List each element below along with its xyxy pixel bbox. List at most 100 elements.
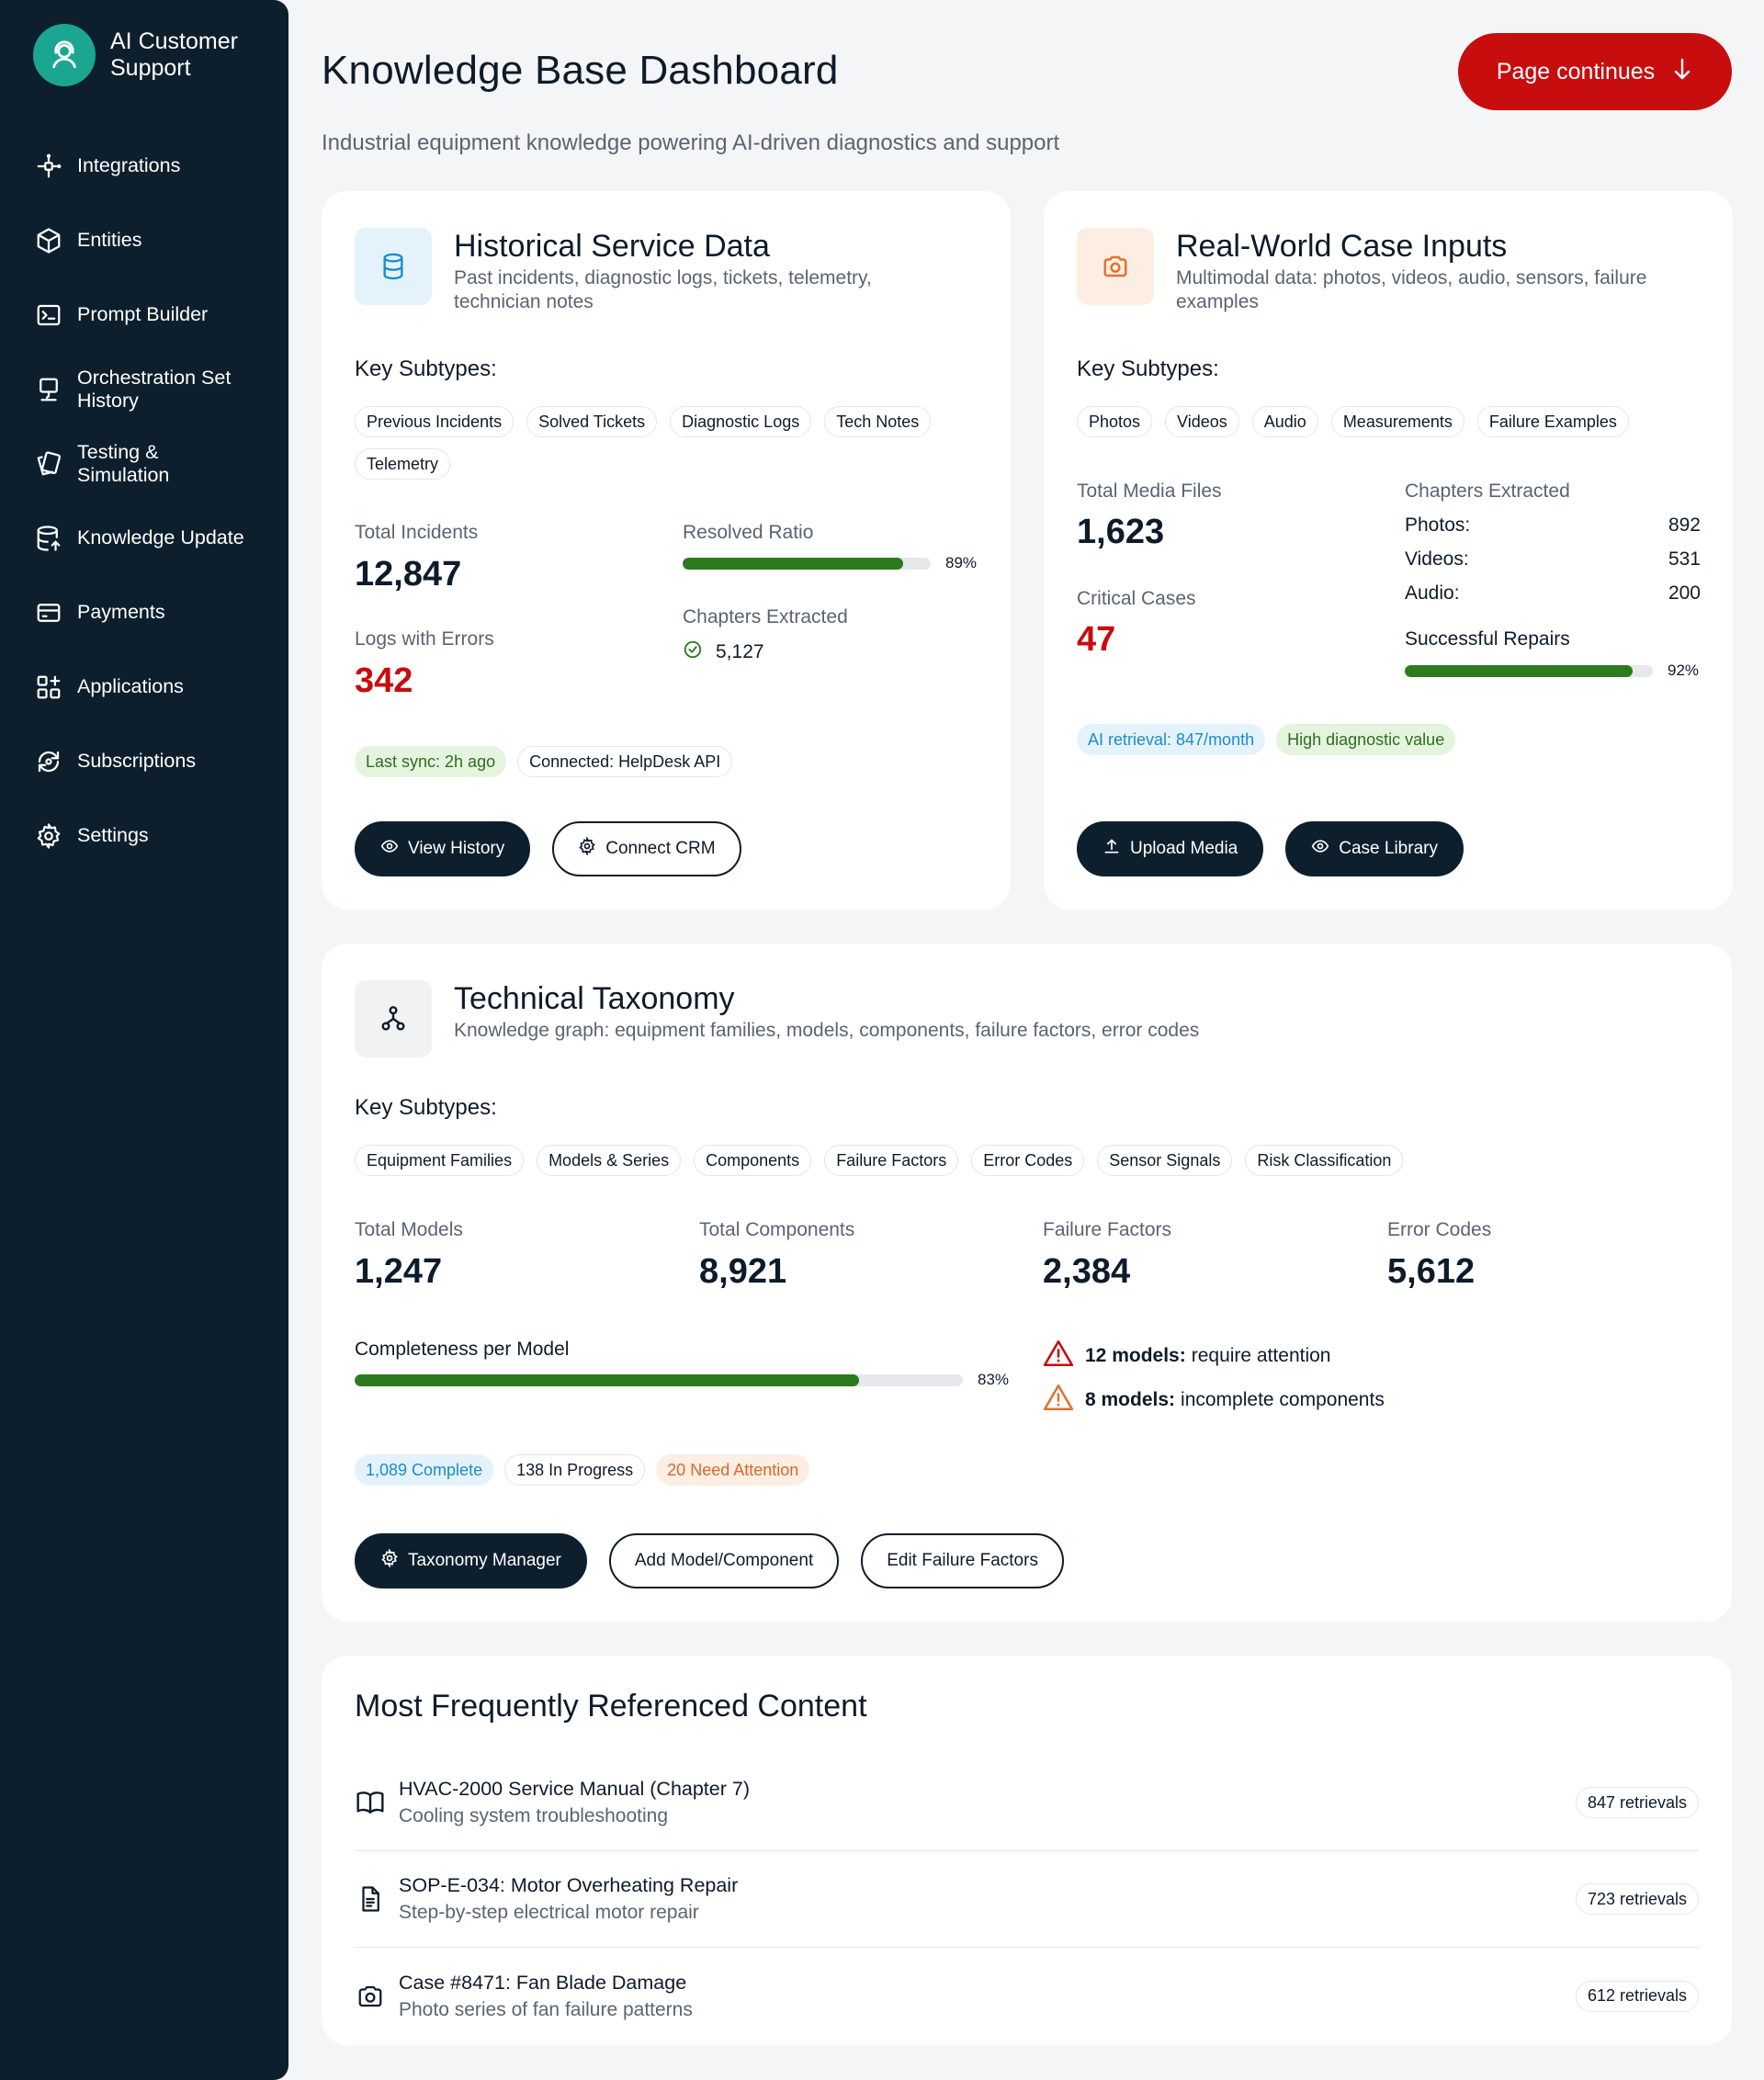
sidebar-item-label: Subscriptions bbox=[77, 750, 197, 772]
total-incidents-label: Total Incidents bbox=[355, 522, 479, 543]
apps-grid-icon bbox=[33, 672, 64, 703]
chip-sensor-signals[interactable]: Sensor Signals bbox=[1097, 1145, 1233, 1176]
edit-failure-factors-button[interactable]: Edit Failure Factors bbox=[861, 1533, 1064, 1588]
view-history-button[interactable]: View History bbox=[355, 821, 531, 876]
warning-count: 12 models: bbox=[1085, 1345, 1186, 1366]
item-name: SOP-E-034: Motor Overheating Repair bbox=[399, 1874, 739, 1896]
subtype-chips: Equipment Families Models & Series Compo… bbox=[355, 1145, 1696, 1176]
case-library-button[interactable]: Case Library bbox=[1285, 821, 1464, 876]
monitor-icon bbox=[33, 374, 64, 405]
sidebar-item-entities[interactable]: Entities bbox=[33, 203, 281, 277]
connect-crm-button[interactable]: Connect CRM bbox=[552, 821, 741, 876]
sidebar-item-applications[interactable]: Applications bbox=[33, 650, 281, 724]
chip-videos[interactable]: Videos bbox=[1165, 406, 1239, 437]
chip-risk-classification[interactable]: Risk Classification bbox=[1245, 1145, 1404, 1176]
chip-models-series[interactable]: Models & Series bbox=[537, 1145, 682, 1176]
card-description: Past incidents, diagnostic logs, tickets… bbox=[454, 266, 872, 314]
sidebar-item-settings[interactable]: Settings bbox=[33, 798, 281, 873]
sidebar-item-subscriptions[interactable]: Subscriptions bbox=[33, 724, 281, 798]
sidebar-item-orchestration-history[interactable]: Orchestration Set History bbox=[33, 352, 281, 426]
arrow-down-icon bbox=[1671, 57, 1693, 87]
sidebar-item-prompt-builder[interactable]: Prompt Builder bbox=[33, 277, 281, 352]
camera-icon bbox=[1077, 228, 1154, 305]
warning-triangle-icon bbox=[1043, 1383, 1074, 1418]
chip-error-codes[interactable]: Error Codes bbox=[971, 1145, 1085, 1176]
videos-count-row: Videos: 531 bbox=[1405, 548, 1701, 571]
photos-value: 892 bbox=[1668, 514, 1701, 536]
button-label: Upload Media bbox=[1130, 839, 1238, 858]
item-name: HVAC-2000 Service Manual (Chapter 7) bbox=[399, 1778, 750, 1800]
button-label: View History bbox=[408, 839, 505, 858]
chip-telemetry[interactable]: Telemetry bbox=[355, 448, 451, 480]
retrieval-count-badge: 612 retrievals bbox=[1575, 1980, 1699, 2012]
chip-photos[interactable]: Photos bbox=[1077, 406, 1153, 437]
sidebar-item-label: Orchestration Set History bbox=[77, 367, 231, 413]
audio-count-row: Audio: 200 bbox=[1405, 582, 1701, 605]
page-subtitle: Industrial equipment knowledge powering … bbox=[322, 130, 1060, 155]
progress-fill bbox=[683, 557, 904, 570]
database-icon bbox=[355, 228, 432, 305]
page-continues-button[interactable]: Page continues bbox=[1458, 33, 1732, 110]
ai-retrieval-badge: AI retrieval: 847/month bbox=[1077, 724, 1266, 755]
chip-components[interactable]: Components bbox=[694, 1145, 812, 1176]
successful-repairs-label: Successful Repairs bbox=[1405, 628, 1570, 650]
button-label: Case Library bbox=[1339, 839, 1438, 858]
integrations-icon bbox=[33, 151, 64, 182]
chip-diagnostic-logs[interactable]: Diagnostic Logs bbox=[670, 406, 812, 437]
in-progress-badge: 138 In Progress bbox=[504, 1454, 646, 1486]
key-subtypes-label: Key Subtypes: bbox=[1077, 356, 1219, 381]
failure-factors-label: Failure Factors bbox=[1043, 1219, 1172, 1240]
chip-failure-examples[interactable]: Failure Examples bbox=[1476, 406, 1629, 437]
camera-icon bbox=[355, 1981, 386, 2012]
button-label: Add Model/Component bbox=[634, 1551, 814, 1570]
button-label: Edit Failure Factors bbox=[887, 1551, 1038, 1570]
sidebar-item-knowledge-update[interactable]: Knowledge Update bbox=[33, 501, 281, 575]
resolved-ratio-label: Resolved Ratio bbox=[683, 522, 814, 543]
brand[interactable]: AI Customer Support bbox=[33, 24, 238, 86]
total-models-value: 1,247 bbox=[355, 1252, 443, 1291]
chip-audio[interactable]: Audio bbox=[1251, 406, 1318, 437]
upload-media-button[interactable]: Upload Media bbox=[1077, 821, 1264, 876]
desc-line2: examples bbox=[1176, 291, 1259, 312]
total-media-value: 1,623 bbox=[1077, 513, 1165, 551]
list-item[interactable]: HVAC-2000 Service Manual (Chapter 7) Coo… bbox=[355, 1755, 1699, 1851]
hierarchy-icon bbox=[355, 980, 432, 1057]
referenced-content-list: HVAC-2000 Service Manual (Chapter 7) Coo… bbox=[355, 1755, 1699, 2044]
add-model-component-button[interactable]: Add Model/Component bbox=[608, 1533, 840, 1588]
desc-line1: Multimodal data: photos, videos, audio, … bbox=[1176, 267, 1647, 288]
eye-icon bbox=[1311, 837, 1329, 861]
card-header: Historical Service Data Past incidents, … bbox=[355, 228, 872, 314]
chip-measurements[interactable]: Measurements bbox=[1330, 406, 1464, 437]
subtype-chips: Previous Incidents Solved Tickets Diagno… bbox=[355, 406, 979, 480]
chip-solved-tickets[interactable]: Solved Tickets bbox=[526, 406, 658, 437]
retrieval-count-badge: 847 retrievals bbox=[1575, 1787, 1699, 1818]
chip-tech-notes[interactable]: Tech Notes bbox=[824, 406, 932, 437]
progress-track bbox=[683, 557, 931, 570]
chip-previous-incidents[interactable]: Previous Incidents bbox=[355, 406, 514, 437]
subtype-chips: Photos Videos Audio Measurements Failure… bbox=[1077, 406, 1702, 437]
warning-attention-row: 12 models: require attention bbox=[1043, 1339, 1331, 1373]
upload-icon bbox=[1102, 837, 1121, 861]
real-world-case-card: Real-World Case Inputs Multimodal data: … bbox=[1044, 191, 1733, 910]
sidebar-item-testing-simulation[interactable]: Testing & Simulation bbox=[33, 426, 281, 501]
chip-equipment-families[interactable]: Equipment Families bbox=[355, 1145, 525, 1176]
chapters-extracted-value: 5,127 bbox=[716, 641, 764, 662]
sidebar-item-label: Payments bbox=[77, 601, 165, 623]
taxonomy-manager-button[interactable]: Taxonomy Manager bbox=[355, 1533, 587, 1588]
brand-name: AI Customer Support bbox=[110, 28, 238, 82]
sidebar-item-payments[interactable]: Payments bbox=[33, 575, 281, 650]
card-description: Knowledge graph: equipment families, mod… bbox=[454, 1020, 1200, 1041]
need-attention-badge: 20 Need Attention bbox=[656, 1454, 810, 1486]
card-title: Historical Service Data bbox=[454, 229, 770, 264]
card-header: Real-World Case Inputs Multimodal data: … bbox=[1077, 228, 1646, 314]
item-description: Step-by-step electrical motor repair bbox=[399, 1902, 699, 1923]
gear-icon bbox=[33, 820, 64, 852]
connected-badge: Connected: HelpDesk API bbox=[517, 746, 733, 777]
sidebar-item-label: Prompt Builder bbox=[77, 303, 209, 325]
diagnostic-value-badge: High diagnostic value bbox=[1276, 724, 1456, 755]
chip-failure-factors[interactable]: Failure Factors bbox=[824, 1145, 959, 1176]
list-item[interactable]: Case #8471: Fan Blade Damage Photo serie… bbox=[355, 1948, 1699, 2044]
sidebar-item-integrations[interactable]: Integrations bbox=[33, 129, 281, 203]
label-line2: History bbox=[77, 389, 139, 412]
list-item[interactable]: SOP-E-034: Motor Overheating Repair Step… bbox=[355, 1851, 1699, 1948]
